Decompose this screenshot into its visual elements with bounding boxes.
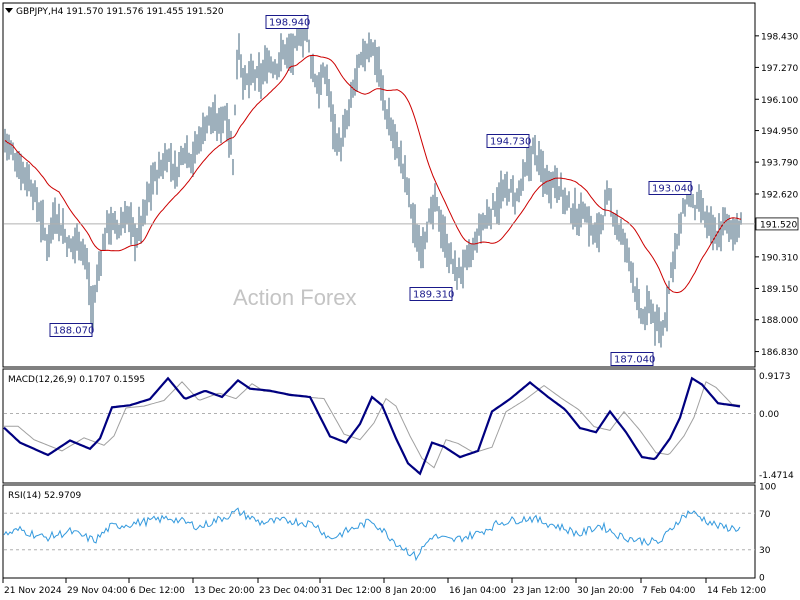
x-tick-label: 13 Dec 20:00 [194, 586, 255, 596]
rsi-tick-label: 70 [759, 510, 771, 520]
macd-tick-label: 0.9173 [759, 372, 791, 382]
x-tick-label: 23 Dec 04:00 [259, 586, 320, 596]
price-tick-label: 198.430 [761, 32, 798, 42]
price-tick-label: 190.310 [761, 253, 798, 263]
price-tick-label: 189.150 [761, 285, 798, 295]
price-annotation-label: 188.070 [53, 326, 94, 337]
axes-group: 191.520 198.430 197.270 196.100 194.950 193.7… [2, 32, 799, 596]
price-bars [4, 14, 742, 348]
price-pane-title: GBPJPY,H4 191.570 191.576 191.455 191.52… [16, 7, 224, 17]
price-tick-label: 192.620 [761, 190, 798, 200]
rsi-tick-label: 0 [759, 574, 765, 584]
x-tick-label: 29 Nov 04:00 [67, 586, 128, 596]
dropdown-triangle-icon[interactable] [5, 8, 13, 13]
macd-pane-frame [2, 368, 756, 484]
annotations-group: 198.940 188.070 189.310 194.730 187.040 193.0… [49, 15, 693, 366]
price-tick-label: 193.790 [761, 159, 798, 169]
macd-tick-label: 0.00 [759, 410, 779, 420]
rsi-tick-label: 30 [759, 546, 771, 556]
price-annotation-label: 187.040 [614, 355, 655, 366]
price-annotation-label: 193.040 [652, 184, 693, 195]
x-tick-label: 30 Jan 20:00 [577, 586, 634, 596]
rsi-line [3, 507, 741, 562]
moving-average-line [4, 54, 742, 294]
x-tick-label: 6 Dec 12:00 [130, 586, 185, 596]
current-price-box [755, 217, 799, 231]
price-tick-label: 194.950 [761, 127, 798, 137]
price-tick-label: 196.100 [761, 96, 798, 106]
x-tick-label: 31 Dec 12:00 [321, 586, 382, 596]
rsi-tick-label: 100 [759, 483, 776, 493]
price-annotation-label: 189.310 [413, 290, 454, 301]
price-annotation-label: 198.940 [269, 18, 310, 29]
price-annotation-box [265, 15, 309, 29]
macd-line [3, 376, 741, 476]
price-annotation-box [49, 323, 93, 337]
price-annotation-box [486, 134, 530, 148]
price-annotation-box [409, 287, 453, 301]
x-tick-label: 14 Feb 12:00 [707, 586, 766, 596]
rsi-pane-title: RSI(14) 52.9709 [8, 491, 81, 501]
x-tick-label: 7 Feb 04:00 [642, 586, 696, 596]
current-price-label: 191.520 [760, 220, 797, 230]
macd-group [3, 376, 755, 476]
x-tick-label: 16 Jan 04:00 [449, 586, 506, 596]
price-annotation-box [648, 181, 692, 195]
price-tick-label: 186.830 [761, 348, 798, 358]
watermark: Action Forex [233, 285, 357, 310]
price-annotation-label: 194.730 [490, 137, 531, 148]
price-annotation-box [610, 352, 654, 366]
rsi-group [3, 507, 755, 562]
rsi-pane-frame [2, 484, 756, 579]
moving-average-group [4, 54, 742, 294]
price-tick-label: 197.270 [761, 64, 798, 74]
x-tick-label: 21 Nov 2024 [4, 586, 62, 596]
macd-pane-title: MACD(12,26,9) 0.1707 0.1595 [8, 375, 145, 385]
x-tick-label: 23 Jan 12:00 [513, 586, 570, 596]
macd-tick-label: -1.4714 [759, 471, 794, 481]
price-tick-label: 188.000 [761, 316, 798, 326]
x-tick-label: 8 Jan 20:00 [385, 586, 437, 596]
price-pane-frame [2, 2, 756, 368]
